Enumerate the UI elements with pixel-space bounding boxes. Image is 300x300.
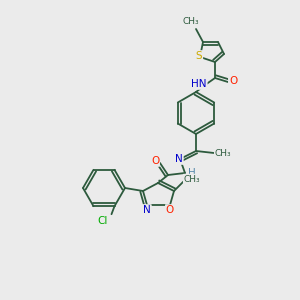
Text: O: O bbox=[229, 76, 237, 86]
Text: O: O bbox=[151, 156, 159, 166]
Text: Cl: Cl bbox=[97, 216, 108, 226]
Text: CH₃: CH₃ bbox=[184, 175, 200, 184]
Text: S: S bbox=[196, 51, 202, 61]
Text: H: H bbox=[188, 168, 196, 178]
Text: CH₃: CH₃ bbox=[183, 17, 199, 26]
Text: N: N bbox=[175, 154, 183, 164]
Text: CH₃: CH₃ bbox=[215, 148, 231, 158]
Text: N: N bbox=[143, 205, 151, 215]
Text: HN: HN bbox=[191, 79, 207, 89]
Text: O: O bbox=[166, 205, 174, 215]
